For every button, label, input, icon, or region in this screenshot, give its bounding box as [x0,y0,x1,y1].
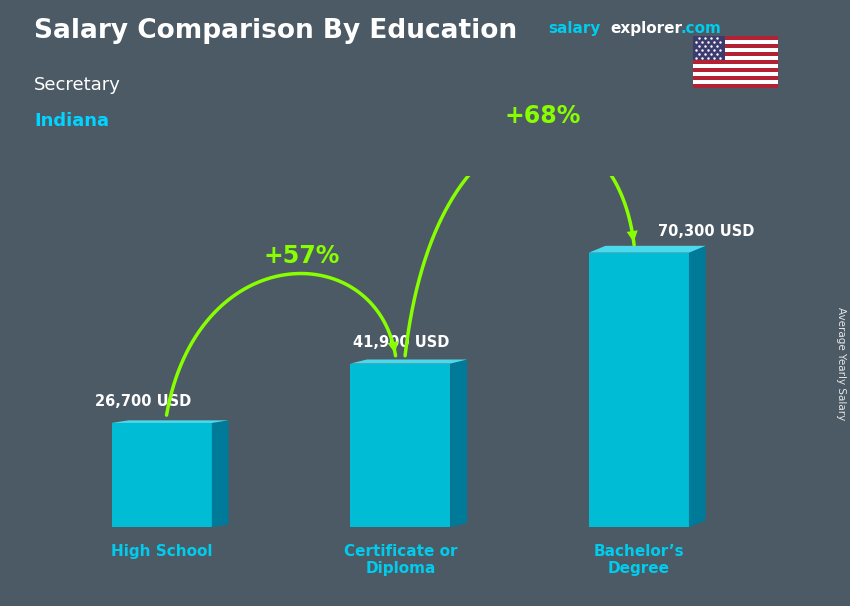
Bar [693,72,778,76]
Bar [693,56,778,60]
Text: Secretary: Secretary [34,76,121,94]
Text: +68%: +68% [505,104,581,128]
Text: salary: salary [548,21,601,36]
Bar [693,60,778,64]
Polygon shape [350,359,468,364]
Bar [693,76,778,80]
Text: 70,300 USD: 70,300 USD [658,224,754,239]
Bar [693,64,778,68]
Text: 26,700 USD: 26,700 USD [95,395,191,409]
Bar [589,253,689,527]
Bar [693,48,778,52]
Bar [693,80,778,84]
Bar [693,41,778,44]
Bar [350,364,450,527]
Polygon shape [689,246,706,527]
Text: 41,900 USD: 41,900 USD [353,335,449,350]
Polygon shape [589,246,706,253]
Polygon shape [212,421,229,527]
Text: Indiana: Indiana [34,112,109,130]
Text: .com: .com [680,21,721,36]
Bar [693,44,778,48]
Bar [693,52,778,56]
Bar [693,36,778,41]
Text: +57%: +57% [264,244,340,268]
Text: Salary Comparison By Education: Salary Comparison By Education [34,18,517,44]
Bar [693,68,778,72]
Text: explorer: explorer [610,21,683,36]
Bar [693,36,725,60]
Text: Average Yearly Salary: Average Yearly Salary [836,307,846,420]
Polygon shape [450,359,468,527]
Bar [693,84,778,88]
Bar [111,423,212,527]
Polygon shape [111,421,229,423]
